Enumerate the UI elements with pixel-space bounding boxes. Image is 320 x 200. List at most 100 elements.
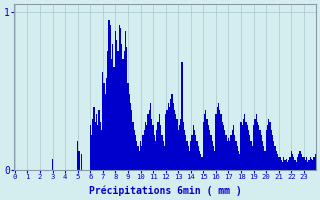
Bar xyxy=(273,141,274,170)
Bar xyxy=(248,130,249,170)
Bar xyxy=(221,122,223,170)
Bar xyxy=(306,157,307,170)
Bar xyxy=(223,125,224,170)
Bar xyxy=(141,146,142,170)
Bar xyxy=(150,103,151,170)
Bar xyxy=(309,157,311,170)
Bar xyxy=(161,135,163,170)
Bar xyxy=(279,157,281,170)
Bar xyxy=(233,125,234,170)
Bar xyxy=(219,110,220,170)
Bar xyxy=(105,94,106,170)
Bar xyxy=(107,51,108,170)
Bar xyxy=(101,130,102,170)
Bar xyxy=(180,119,181,170)
Bar xyxy=(300,151,301,170)
Bar xyxy=(169,107,170,170)
Bar xyxy=(199,151,200,170)
Bar xyxy=(291,151,292,170)
Bar xyxy=(244,114,245,170)
Bar xyxy=(92,119,93,170)
Bar xyxy=(259,130,260,170)
Bar xyxy=(116,40,117,170)
Bar xyxy=(267,125,268,170)
Bar xyxy=(205,110,206,170)
Bar xyxy=(262,141,263,170)
Bar xyxy=(251,141,252,170)
Bar xyxy=(155,141,156,170)
Bar xyxy=(172,103,174,170)
Bar xyxy=(294,160,296,170)
Bar xyxy=(255,114,257,170)
Bar xyxy=(93,107,95,170)
Bar xyxy=(236,141,237,170)
Bar xyxy=(277,154,278,170)
Bar xyxy=(284,160,286,170)
Bar xyxy=(178,130,179,170)
Bar xyxy=(271,130,272,170)
Bar xyxy=(312,160,313,170)
Bar xyxy=(281,160,282,170)
Bar xyxy=(183,122,184,170)
Bar xyxy=(257,122,258,170)
Bar xyxy=(174,110,175,170)
Bar xyxy=(249,135,251,170)
Bar xyxy=(268,119,269,170)
Bar xyxy=(114,67,115,170)
Bar xyxy=(195,135,196,170)
Bar xyxy=(77,141,78,170)
Bar xyxy=(118,25,120,170)
Bar xyxy=(204,114,205,170)
Bar xyxy=(296,162,297,170)
Bar xyxy=(276,151,277,170)
Bar xyxy=(253,125,254,170)
Bar xyxy=(263,146,264,170)
Bar xyxy=(184,130,185,170)
Bar xyxy=(264,151,266,170)
Bar xyxy=(232,130,233,170)
Bar xyxy=(181,62,183,170)
Bar xyxy=(210,135,212,170)
Bar xyxy=(198,146,199,170)
Bar xyxy=(126,47,127,170)
Bar xyxy=(293,157,294,170)
Bar xyxy=(272,135,273,170)
Bar xyxy=(260,135,262,170)
Bar xyxy=(170,99,171,170)
Bar xyxy=(212,141,213,170)
Bar xyxy=(163,141,164,170)
Bar xyxy=(110,25,111,170)
Bar xyxy=(160,125,161,170)
Bar xyxy=(191,135,193,170)
Bar xyxy=(237,146,238,170)
Bar xyxy=(188,146,189,170)
X-axis label: Précipitations 6min ( mm ): Précipitations 6min ( mm ) xyxy=(89,185,241,196)
Bar xyxy=(274,146,276,170)
Bar xyxy=(154,135,155,170)
Bar xyxy=(115,31,116,170)
Bar xyxy=(242,125,243,170)
Bar xyxy=(239,154,240,170)
Bar xyxy=(208,125,209,170)
Bar xyxy=(131,110,132,170)
Bar xyxy=(112,44,114,170)
Bar xyxy=(234,135,236,170)
Bar xyxy=(228,138,229,170)
Bar xyxy=(286,159,287,170)
Bar xyxy=(97,125,99,170)
Bar xyxy=(215,114,217,170)
Bar xyxy=(298,154,300,170)
Bar xyxy=(225,135,227,170)
Bar xyxy=(142,135,144,170)
Bar xyxy=(297,157,298,170)
Bar xyxy=(145,122,146,170)
Bar xyxy=(108,20,110,170)
Bar xyxy=(52,159,53,170)
Bar xyxy=(100,122,101,170)
Bar xyxy=(166,110,168,170)
Bar xyxy=(315,154,316,170)
Bar xyxy=(176,119,178,170)
Bar xyxy=(137,146,139,170)
Bar xyxy=(186,141,188,170)
Bar xyxy=(135,135,136,170)
